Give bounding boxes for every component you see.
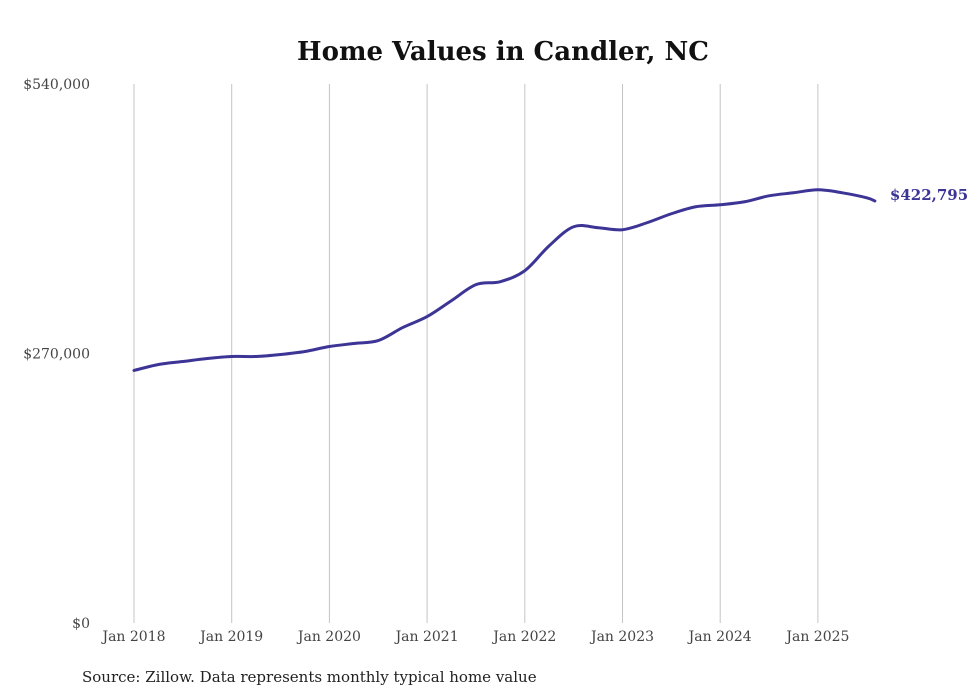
x-tick-label: Jan 2022 <box>491 629 556 645</box>
x-tick-label: Jan 2024 <box>687 629 752 645</box>
x-tick-label: Jan 2025 <box>784 629 849 645</box>
source-note: Source: Zillow. Data represents monthly … <box>82 668 537 686</box>
y-tick-label: $0 <box>72 616 90 632</box>
x-tick-label: Jan 2023 <box>589 629 654 645</box>
x-tick-label: Jan 2019 <box>198 629 263 645</box>
x-tick-label: Jan 2021 <box>394 629 459 645</box>
series-line <box>132 188 877 372</box>
y-tick-label: $540,000 <box>23 77 90 93</box>
x-tick-label: Jan 2020 <box>296 629 361 645</box>
chart-title: Home Values in Candler, NC <box>297 37 709 67</box>
x-tick-label: Jan 2018 <box>100 629 165 645</box>
y-tick-label: $270,000 <box>23 347 90 363</box>
end-value-label: $422,795 <box>890 186 968 204</box>
